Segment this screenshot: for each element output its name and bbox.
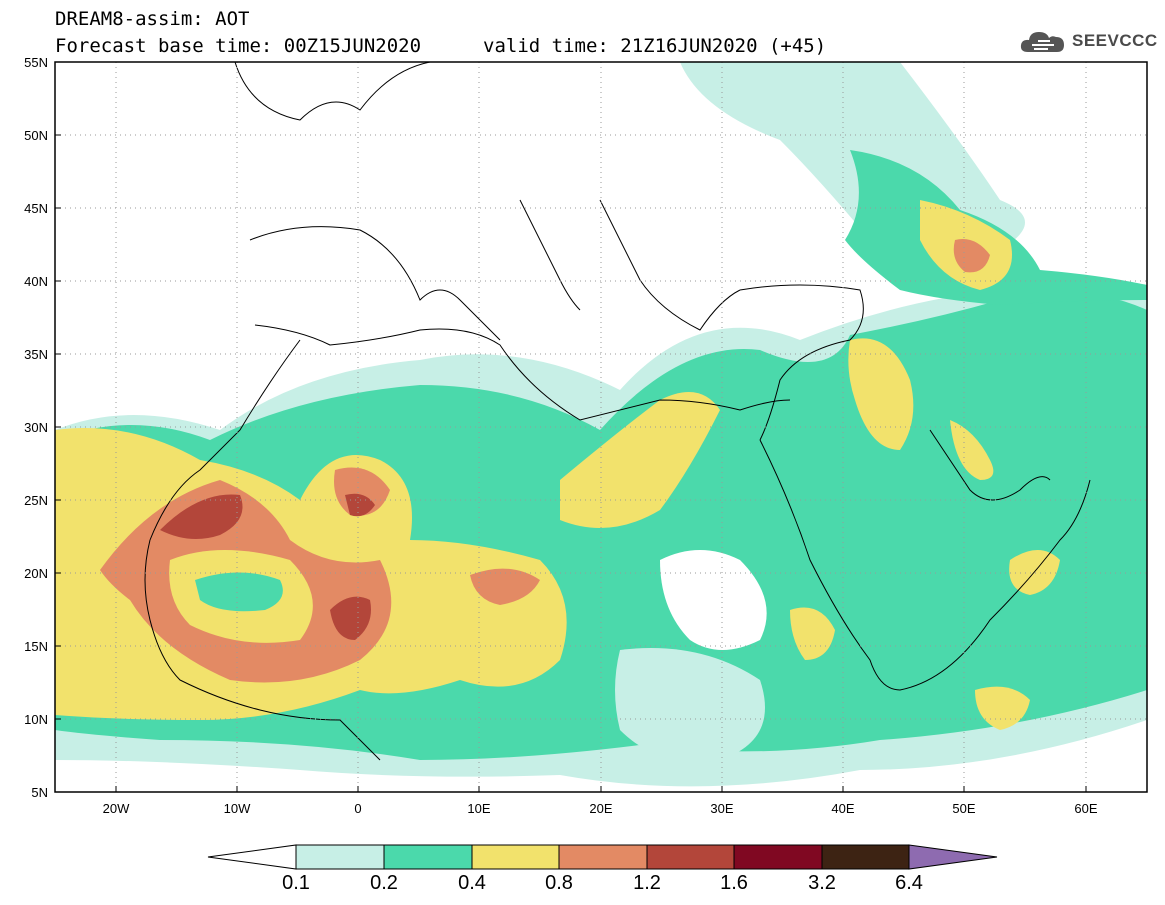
colorbar-label: 0.4 xyxy=(458,872,486,894)
lat-label: 15N xyxy=(24,639,48,654)
logo-text: SEEVCCC xyxy=(1072,31,1158,50)
colorbar-bin xyxy=(295,844,385,870)
colorbar-bin xyxy=(558,844,648,870)
lon-label: 10E xyxy=(467,801,491,816)
lat-label: 35N xyxy=(24,347,48,362)
lon-label: 50E xyxy=(952,801,976,816)
lat-label: 55N xyxy=(24,55,48,70)
forecast-base-time: Forecast base time: 00Z15JUN2020 xyxy=(55,35,422,57)
graticule xyxy=(55,62,1147,792)
colorbar-bin xyxy=(821,844,910,870)
lat-label: 30N xyxy=(24,420,48,435)
colorbar-bin xyxy=(646,844,735,870)
aot-contours xyxy=(55,62,1147,787)
map-title: DREAM8-assim: AOT xyxy=(55,8,250,30)
valid-time: valid time: 21Z16JUN2020 (+45) xyxy=(483,35,827,57)
colorbar-bin xyxy=(471,844,560,870)
colorbar-under-arrow xyxy=(207,844,297,870)
lon-label: 0 xyxy=(354,801,362,816)
colorbar-label: 1.2 xyxy=(633,872,661,894)
lat-label: 5N xyxy=(31,785,48,800)
colorbar-label: 0.1 xyxy=(282,872,310,894)
lat-label: 50N xyxy=(24,128,48,143)
seevccc-logo: SEEVCCC xyxy=(1018,26,1158,56)
lat-label: 40N xyxy=(24,274,48,289)
lat-label: 25N xyxy=(24,493,48,508)
colorbar-label: 1.6 xyxy=(720,872,748,894)
coastlines xyxy=(55,62,1147,761)
lon-label: 60E xyxy=(1074,801,1098,816)
lon-label: 30E xyxy=(710,801,734,816)
lat-label: 10N xyxy=(24,712,48,727)
lon-label: 10W xyxy=(223,801,251,816)
colorbar-label: 6.4 xyxy=(895,872,923,894)
colorbar-label: 0.2 xyxy=(370,872,398,894)
colorbar-bin xyxy=(383,844,473,870)
colorbar-label: 0.8 xyxy=(545,872,573,894)
lon-label: 20W xyxy=(102,801,130,816)
lat-label: 45N xyxy=(24,201,48,216)
cloud-icon xyxy=(1020,32,1064,52)
colorbar-bin xyxy=(733,844,823,870)
lon-label: 20E xyxy=(589,801,613,816)
colorbar-over-arrow xyxy=(908,844,998,870)
lat-label: 20N xyxy=(24,566,48,581)
colorbar-label: 3.2 xyxy=(808,872,836,894)
lon-label: 40E xyxy=(831,801,855,816)
